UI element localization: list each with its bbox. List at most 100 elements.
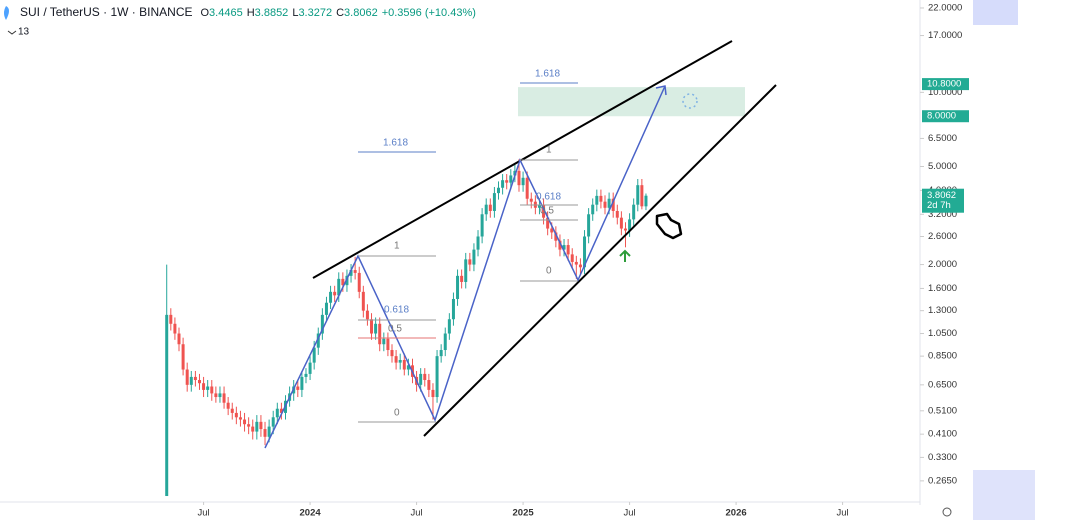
candle-body	[206, 386, 210, 390]
candle-body	[230, 408, 234, 413]
candle-body	[497, 187, 501, 194]
candle-body	[402, 359, 406, 370]
candle-body	[329, 291, 333, 303]
y-tick-label: 2.0000	[928, 259, 957, 270]
candle-body	[439, 350, 443, 357]
candle-body	[476, 236, 480, 250]
candle-body	[333, 291, 337, 296]
x-tick-label: Jul	[624, 508, 636, 519]
candle-body	[210, 386, 214, 394]
candle-body	[394, 356, 398, 363]
candle-body	[431, 389, 435, 398]
collapse-chevron	[7, 30, 17, 35]
change: +0.3596 (+10.43%)	[382, 7, 476, 19]
lower-trendline	[423, 84, 777, 437]
candle-body	[632, 204, 636, 220]
candle-body	[472, 249, 476, 265]
side-panel-block	[973, 0, 1018, 25]
y-tick-label: 1.6000	[928, 283, 957, 294]
candle-body	[165, 314, 169, 497]
fib-label: 1.618	[383, 138, 408, 149]
candle-body	[251, 426, 255, 432]
candle-body	[427, 380, 431, 390]
candle-body	[304, 373, 308, 377]
candle-body	[464, 259, 468, 282]
price-tag	[922, 78, 969, 91]
candle-body	[275, 408, 279, 418]
candle-body	[218, 393, 222, 398]
candle-body	[374, 323, 378, 334]
y-tick-label: 10.0000	[928, 87, 962, 98]
candle-body	[177, 333, 181, 345]
candle-body	[636, 185, 640, 205]
candle-body	[320, 314, 324, 334]
fib-levels-left	[358, 151, 436, 423]
y-tick-label: 2.6000	[928, 231, 957, 242]
x-tick-label: 2026	[726, 508, 747, 519]
candle-body	[341, 278, 345, 286]
candle-body	[505, 180, 509, 183]
candle-body	[623, 228, 627, 231]
candle-body	[423, 373, 427, 381]
current-price-tag	[922, 188, 964, 213]
price-tag-label: 8.0000	[927, 111, 956, 122]
y-tick-label: 0.3300	[928, 452, 957, 463]
wave-path	[264, 85, 666, 449]
indicator-count: 13	[18, 27, 30, 38]
candle-body	[501, 180, 505, 188]
fib-label: 0	[546, 266, 552, 277]
candle-body	[509, 175, 513, 183]
settings-icon[interactable]	[942, 507, 952, 517]
y-tick-label: 1.3000	[928, 305, 957, 316]
ohlc-label: H	[247, 7, 255, 19]
candle-body	[259, 421, 263, 430]
candle-body	[587, 214, 591, 237]
candle-body	[484, 204, 488, 215]
x-tick-label: Jul	[837, 508, 849, 519]
candle-body	[308, 362, 312, 374]
candle-body	[398, 359, 402, 363]
candle-body	[603, 201, 607, 208]
candle-body	[234, 412, 238, 418]
candle-body	[382, 338, 386, 345]
candle-body	[353, 270, 357, 273]
x-tick-label: Jul	[198, 508, 210, 519]
candle-body	[570, 254, 574, 262]
candle-body	[312, 347, 316, 363]
candle-body	[222, 393, 226, 403]
side-panel-block	[973, 470, 1035, 520]
price-tag-label: 10.8000	[927, 79, 961, 90]
fib-label: 0	[394, 408, 400, 419]
y-tick-label: 0.6500	[928, 379, 957, 390]
symbol-icon	[4, 6, 9, 20]
candle-body	[365, 310, 369, 320]
candle-body	[324, 302, 328, 315]
y-tick-label: 1.0500	[928, 328, 957, 339]
candle-body	[419, 373, 423, 385]
candle-body	[435, 356, 439, 398]
candle-body	[361, 291, 365, 311]
candle-body	[271, 417, 275, 427]
candle-body	[599, 195, 603, 202]
candle-body	[349, 270, 353, 276]
ohlc-label: C	[336, 7, 344, 19]
fib-label: 0.618	[536, 192, 561, 203]
candle-body	[529, 198, 533, 202]
ohlc-value: 3.8852	[255, 7, 289, 19]
candle-body	[255, 421, 259, 432]
candle-body	[591, 204, 595, 215]
candle-body	[247, 424, 251, 427]
candle-body	[337, 278, 341, 296]
candle-body	[468, 259, 472, 265]
candle-body	[316, 333, 320, 348]
candle-body	[554, 232, 558, 241]
fib-label: 0.5	[388, 324, 402, 335]
candle-body	[628, 219, 632, 231]
fib-label: 1	[394, 241, 400, 252]
candle-body	[169, 314, 173, 324]
candle-body	[546, 217, 550, 229]
target-zone	[518, 87, 745, 117]
hand-cursor	[655, 212, 683, 240]
arrow-head	[655, 85, 667, 96]
